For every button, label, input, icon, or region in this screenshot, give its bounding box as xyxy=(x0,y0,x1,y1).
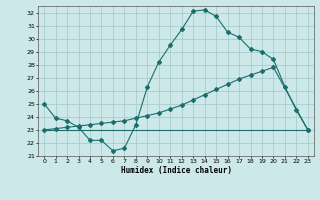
X-axis label: Humidex (Indice chaleur): Humidex (Indice chaleur) xyxy=(121,166,231,175)
